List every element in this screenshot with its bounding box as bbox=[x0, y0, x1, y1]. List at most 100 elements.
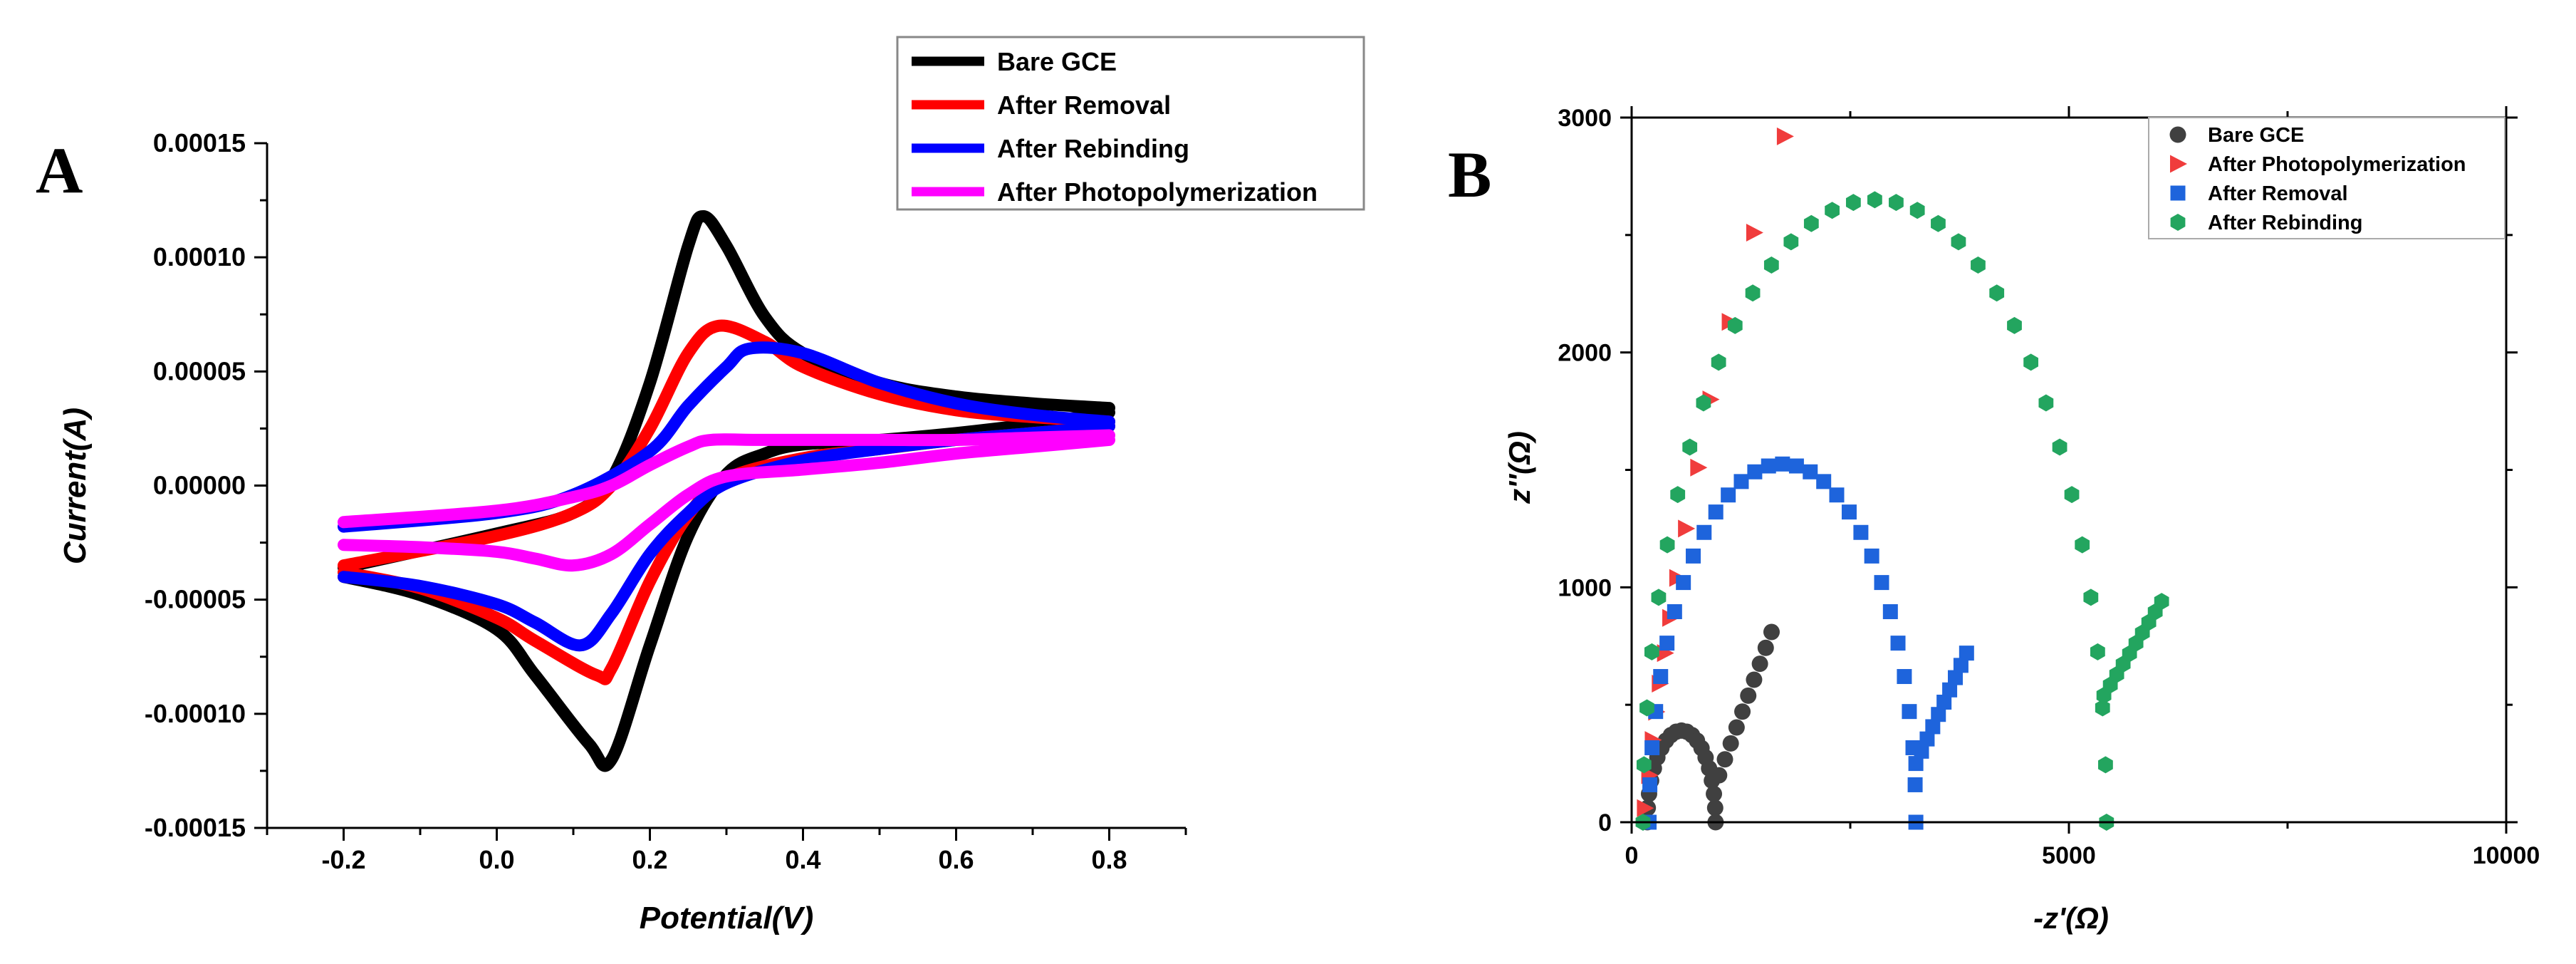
eis-point-after-photopolymerization bbox=[1776, 127, 1794, 145]
cv-curve-after-removal-anodic bbox=[338, 319, 1115, 572]
eis-point-after-rebinding bbox=[2090, 643, 2105, 660]
eis-point-after-rebinding bbox=[1803, 214, 1819, 232]
eis-point-after-removal bbox=[1936, 695, 1952, 710]
eis-point-after-removal bbox=[1942, 682, 1958, 698]
panel-a-label: A bbox=[36, 134, 83, 207]
panel-b-label: B bbox=[1448, 138, 1491, 211]
eis-point-bare-gce bbox=[1763, 623, 1780, 641]
eis-point-after-removal bbox=[1816, 474, 1832, 489]
legend-a-label-bare-gce: Bare GCE bbox=[997, 47, 1117, 76]
eis-point-bare-gce bbox=[1711, 767, 1728, 784]
legend-b-marker-bare-gce bbox=[2169, 126, 2186, 143]
a-x-tick-label: 0.8 bbox=[1091, 845, 1127, 874]
b-y-tick-label: 2000 bbox=[1558, 340, 1612, 367]
eis-point-after-rebinding bbox=[1931, 214, 1946, 232]
a-x-tick-label: 0.4 bbox=[785, 845, 820, 874]
eis-point-after-rebinding bbox=[1909, 202, 1925, 219]
eis-point-after-rebinding bbox=[2038, 394, 2054, 412]
eis-point-after-removal bbox=[1864, 548, 1879, 564]
eis-point-after-rebinding bbox=[2064, 486, 2080, 504]
eis-point-after-rebinding bbox=[1763, 256, 1779, 274]
eis-point-after-removal bbox=[1761, 458, 1776, 474]
eis-point-after-removal bbox=[1803, 464, 1818, 480]
legend-a-label-after-photopolymerization: After Photopolymerization bbox=[997, 177, 1318, 207]
legend-b-marker-after-rebinding bbox=[2170, 214, 2186, 231]
eis-point-after-rebinding bbox=[1696, 394, 1711, 412]
b-x-tick-label: 5000 bbox=[2042, 842, 2096, 869]
eis-point-after-rebinding bbox=[2095, 699, 2110, 717]
eis-point-after-photopolymerization bbox=[1746, 224, 1763, 242]
eis-point-after-removal bbox=[1902, 704, 1917, 720]
eis-point-after-removal bbox=[1959, 646, 1974, 661]
legend-b-label-after-photopolymerization: After Photopolymerization bbox=[2208, 153, 2466, 176]
eis-point-after-rebinding bbox=[2098, 756, 2113, 774]
a-y-axis-title: Current(A) bbox=[58, 408, 93, 564]
eis-point-bare-gce bbox=[1746, 671, 1763, 688]
eis-point-after-removal bbox=[1788, 458, 1804, 474]
eis-point-after-removal bbox=[1953, 658, 1968, 673]
a-y-tick-label: -0.00005 bbox=[145, 585, 246, 614]
a-y-tick-label: 0.00010 bbox=[153, 242, 246, 271]
a-x-tick-label: -0.2 bbox=[321, 845, 365, 874]
b-y-axis-title: z''(Ω) bbox=[1503, 431, 1536, 504]
eis-point-after-rebinding bbox=[2007, 316, 2022, 334]
eis-point-after-rebinding bbox=[1682, 438, 1698, 456]
eis-point-after-rebinding bbox=[1845, 194, 1861, 212]
eis-point-after-rebinding bbox=[1644, 643, 1659, 660]
eis-point-after-rebinding bbox=[1745, 284, 1761, 302]
eis-point-after-removal bbox=[1642, 777, 1658, 792]
eis-point-after-photopolymerization bbox=[1690, 458, 1708, 477]
eis-point-after-removal bbox=[1775, 456, 1790, 472]
eis-point-after-removal bbox=[1667, 604, 1682, 619]
eis-point-after-rebinding bbox=[2154, 593, 2169, 611]
eis-point-bare-gce bbox=[1740, 687, 1757, 704]
eis-point-after-removal bbox=[1659, 636, 1675, 651]
a-x-axis-title: Potential(V) bbox=[640, 901, 813, 936]
b-x-tick-label: 10000 bbox=[2473, 842, 2540, 869]
legend-b-marker-after-removal bbox=[2170, 185, 2186, 201]
panel-b-axes: 0 5000 10000 0 1000 2000 3000 -z'(Ω) z''(Ω) bbox=[1503, 105, 2540, 935]
eis-point-after-removal bbox=[1925, 719, 1941, 735]
b-x-tick-label: 0 bbox=[1625, 842, 1639, 869]
eis-point-after-rebinding bbox=[1971, 256, 1986, 274]
eis-point-after-removal bbox=[1696, 524, 1712, 540]
eis-point-after-removal bbox=[1841, 504, 1857, 520]
a-x-tick-label: 0.6 bbox=[938, 845, 974, 874]
eis-point-after-rebinding bbox=[1989, 284, 2005, 302]
cv-curve-after-photopolymerization-cathodic bbox=[338, 433, 1115, 572]
legend-b-box bbox=[2148, 117, 2505, 239]
eis-point-bare-gce bbox=[1722, 735, 1739, 752]
panel-b-points bbox=[1635, 127, 2169, 831]
eis-point-after-removal bbox=[1644, 740, 1660, 755]
eis-point-after-photopolymerization bbox=[1637, 799, 1654, 817]
eis-point-after-rebinding bbox=[1651, 589, 1667, 606]
eis-point-after-removal bbox=[1829, 487, 1845, 503]
b-x-axis-title: -z'(Ω) bbox=[2033, 901, 2109, 935]
panel-a-curves bbox=[338, 210, 1115, 772]
eis-point-after-removal bbox=[1907, 777, 1923, 792]
legend-a-label-after-removal: After Removal bbox=[997, 90, 1171, 120]
panel-a-cv-chart: A -0.2 0.0 0.2 0.4 0.6 0.8-0.00015-0.00010-0.… bbox=[36, 36, 1365, 936]
a-y-tick-label: 0.00000 bbox=[153, 471, 246, 500]
eis-point-after-rebinding bbox=[1951, 233, 1966, 251]
eis-point-after-removal bbox=[1948, 670, 1963, 685]
panel-a-legend: Bare GCE After Removal After Rebinding Afte… bbox=[896, 36, 1365, 211]
a-x-tick-label: 0.0 bbox=[479, 845, 514, 874]
eis-point-bare-gce bbox=[1706, 785, 1723, 802]
legend-b-label-after-removal: After Removal bbox=[2208, 182, 2348, 205]
panel-a-axes: -0.2 0.0 0.2 0.4 0.6 0.8 -0.00015 -0.00010 -0.00… bbox=[58, 128, 1187, 936]
eis-point-after-removal bbox=[1874, 575, 1889, 591]
eis-point-bare-gce bbox=[1734, 703, 1751, 720]
eis-point-bare-gce bbox=[1716, 751, 1733, 768]
eis-point-after-removal bbox=[1908, 756, 1924, 772]
eis-point-after-rebinding bbox=[1889, 194, 1904, 212]
eis-point-after-rebinding bbox=[1636, 756, 1652, 774]
a-x-tick-label: 0.2 bbox=[632, 845, 667, 874]
eis-point-after-rebinding bbox=[1727, 316, 1743, 334]
b-y-tick-label: 3000 bbox=[1558, 105, 1612, 132]
legend-a-box bbox=[896, 36, 1365, 211]
eis-point-after-removal bbox=[1919, 731, 1935, 747]
eis-point-after-rebinding bbox=[2023, 353, 2039, 371]
eis-point-after-removal bbox=[1853, 524, 1869, 540]
panel-b-legend: Bare GCE After Photopolymerization After R… bbox=[2148, 117, 2505, 239]
